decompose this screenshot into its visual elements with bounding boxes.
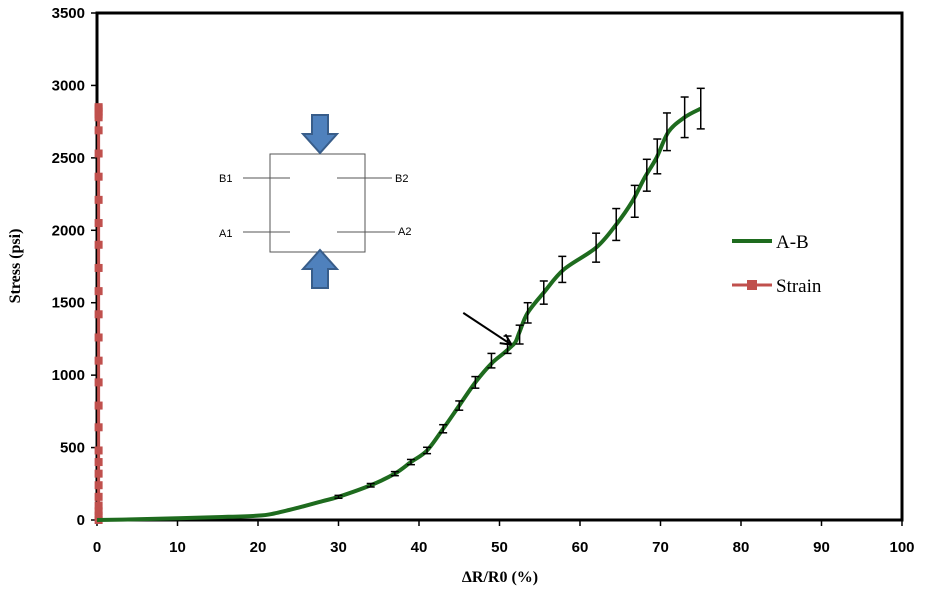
error-bar [390, 470, 399, 477]
inset-label-a2: A2 [398, 226, 411, 238]
series-strain-marker [94, 492, 103, 501]
series-strain-marker [94, 103, 103, 112]
series-strain-marker [94, 378, 103, 387]
error-bar [334, 494, 343, 500]
error-bar [680, 96, 689, 139]
error-bar [662, 112, 671, 152]
series-strain-marker [94, 240, 103, 249]
series-strain-marker [94, 507, 103, 516]
error-bar [653, 138, 662, 175]
series-strain-marker [94, 310, 103, 319]
inset-label-b2: B2 [395, 173, 408, 185]
y-tick-label: 3500 [52, 5, 85, 22]
y-tick-label: 2000 [52, 222, 85, 239]
series-strain-marker [94, 219, 103, 228]
error-bar [366, 482, 375, 488]
error-bar [471, 375, 480, 389]
error-bar [539, 280, 548, 305]
series-strain-marker [94, 126, 103, 135]
x-axis-title: ΔR/R0 (%) [462, 569, 538, 586]
annotation-arrow [462, 312, 513, 346]
error-bar [558, 255, 567, 284]
series-strain-marker [94, 511, 103, 520]
inset-label-b1: B1 [219, 173, 232, 185]
error-bar [642, 158, 651, 192]
error-bar [406, 458, 415, 466]
series-strain-marker [94, 333, 103, 342]
x-tick-label: 0 [93, 539, 101, 556]
series-a-b-line [96, 106, 702, 522]
series-strain-marker [94, 501, 103, 510]
x-tick-label: 100 [889, 539, 914, 556]
error-bar [630, 184, 639, 218]
error-bar [612, 207, 621, 242]
y-tick-label: 2500 [52, 150, 85, 167]
series-strain-marker [94, 149, 103, 158]
y-tick-label: 3000 [52, 77, 85, 94]
series-strain-marker [94, 481, 103, 490]
y-tick-label: 500 [60, 440, 85, 457]
series-strain-marker [94, 446, 103, 455]
y-tick-label: 1000 [52, 367, 85, 384]
x-tick-label: 30 [330, 539, 347, 556]
x-tick-label: 80 [733, 539, 750, 556]
error-bar [439, 423, 448, 434]
series-strain-marker [94, 195, 103, 204]
x-tick-label: 10 [169, 539, 186, 556]
y-axis-title: Stress (psi) [7, 229, 24, 304]
x-tick-label: 40 [411, 539, 428, 556]
x-tick-label: 90 [813, 539, 830, 556]
series-strain-marker [94, 263, 103, 272]
x-tick-label: 50 [491, 539, 508, 556]
series-strain-marker [94, 356, 103, 365]
x-tick-label: 60 [572, 539, 589, 556]
series-layer [94, 87, 705, 524]
x-tick-label: 70 [652, 539, 669, 556]
error-bar [455, 400, 464, 411]
error-bar [515, 324, 524, 345]
x-tick-label: 20 [250, 539, 267, 556]
plot-area [95, 11, 904, 522]
legend-label-a-b: A-B [776, 232, 809, 253]
series-strain-marker [94, 401, 103, 410]
error-bar [523, 301, 532, 324]
x-axis-ticks: 0 10 20 30 40 50 60 70 80 90 100 [93, 520, 915, 556]
error-bar [592, 232, 601, 263]
error-bar [696, 87, 705, 130]
y-axis-ticks: 0 500 1000 1500 2000 2500 3000 3500 [52, 5, 97, 529]
y-tick-label: 0 [77, 512, 85, 529]
series-strain-marker [94, 172, 103, 181]
series-strain-marker [94, 423, 103, 432]
legend-swatch-strain-marker [747, 280, 757, 290]
inset-schematic: B1 B2 A1 A2 [219, 114, 411, 289]
up-arrow-icon [300, 248, 340, 289]
series-strain-marker [94, 458, 103, 467]
y-tick-label: 1500 [52, 295, 85, 312]
series-strain-marker [94, 287, 103, 296]
error-bar [423, 446, 432, 455]
error-bar [487, 352, 496, 369]
down-arrow-icon [300, 114, 340, 155]
legend-label-strain: Strain [776, 276, 822, 297]
series-strain-marker [94, 469, 103, 478]
inset-label-a1: A1 [219, 228, 232, 240]
legend: A-B Strain [732, 232, 822, 297]
